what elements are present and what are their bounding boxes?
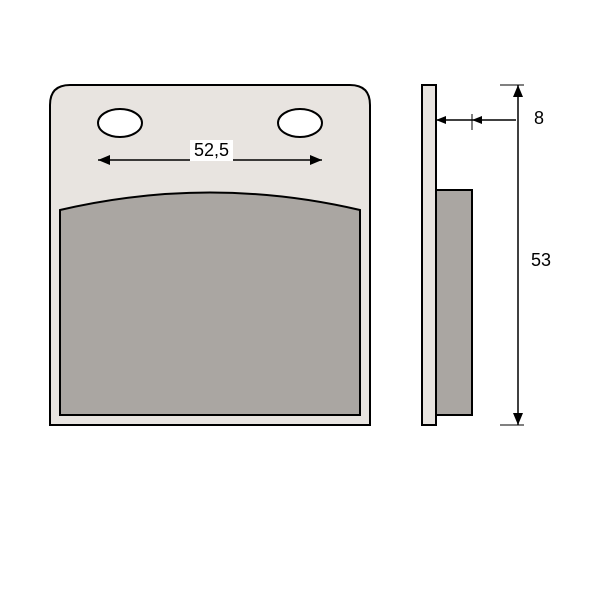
mounting-hole-right: [278, 109, 322, 137]
width-label: 52,5: [190, 140, 233, 161]
mounting-hole-left: [98, 109, 142, 137]
diagram-container: 52,5 53 8: [0, 0, 600, 600]
thickness-label: 8: [530, 108, 548, 129]
friction-material: [60, 193, 360, 416]
friction-material-side: [436, 190, 472, 415]
height-label: 53: [527, 250, 555, 271]
backing-plate-side: [422, 85, 436, 425]
front-view-svg: [40, 75, 380, 445]
front-view: [40, 75, 380, 445]
